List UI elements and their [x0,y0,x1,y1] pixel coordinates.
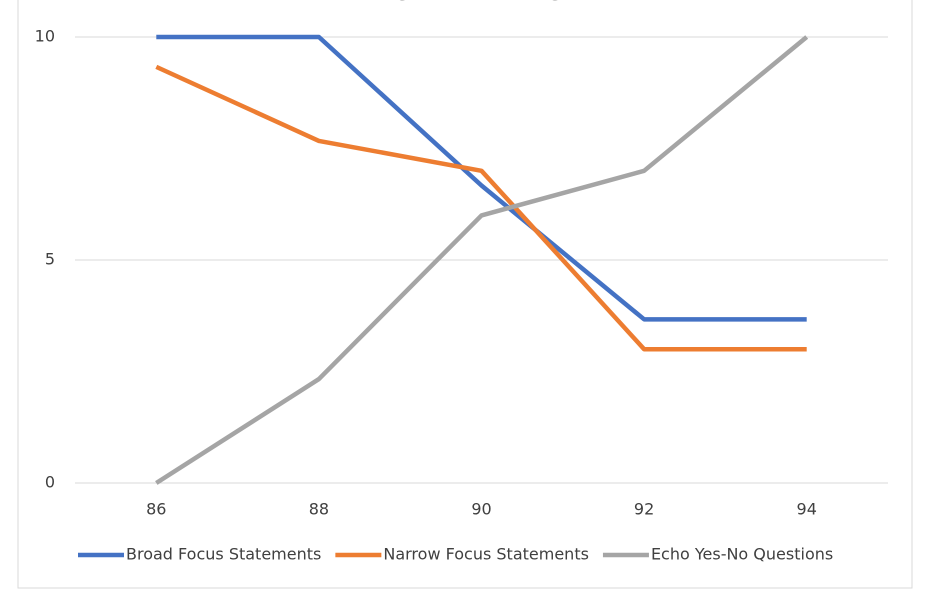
x-tick-label: 90 [471,500,491,519]
x-tick-label: 94 [797,500,817,519]
series-line [155,35,809,485]
chart-title: TASK 2 - MEANS [365,0,564,6]
x-tick-label: 92 [634,500,654,519]
chart-border [17,0,913,589]
y-tick-label: 10 [35,27,55,46]
series-line [155,64,807,352]
legend-label: Echo Yes-No Questions [651,545,833,564]
x-tick-label: 88 [309,500,329,519]
x-tick-label: 86 [146,500,166,519]
series-line [156,34,807,322]
y-tick-label: 5 [45,250,55,269]
legend-label: Narrow Focus Statements [383,545,589,564]
legend-label: Broad Focus Statements [126,545,321,564]
y-tick-label: 0 [45,473,55,492]
